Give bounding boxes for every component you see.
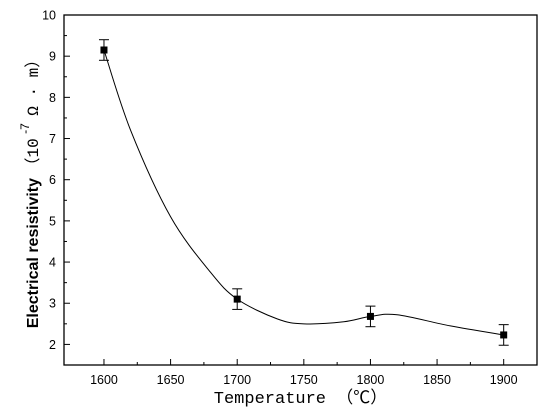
y-axis-ticks: 2 3 4 5 6 7 8 9 10 [42, 9, 70, 366]
data-point-1 [232, 288, 243, 310]
x-tick-label-3: 1750 [290, 373, 318, 387]
marker-3 [500, 331, 508, 339]
x-tick-label-1: 1650 [157, 373, 185, 387]
y-tick-label-4: 6 [49, 173, 56, 187]
data-points [98, 39, 509, 346]
y-tick-label-8: 10 [42, 9, 56, 23]
y-tick-label-6: 8 [49, 91, 56, 105]
plot-frame [63, 14, 538, 366]
svg-text:Electrical resistivity （: Electrical resistivity （10 -7 Ω · m） [16, 52, 43, 329]
data-point-3 [498, 324, 509, 346]
y-tick-label-3: 5 [49, 214, 56, 228]
x-axis-title: Temperature （℃） [214, 388, 387, 409]
y-tick-label-7: 9 [49, 50, 56, 64]
y-tick-label-1: 3 [49, 297, 56, 311]
fit-curve [103, 49, 504, 336]
x-tick-label-2: 1700 [223, 373, 251, 387]
y-tick-label-2: 4 [49, 256, 56, 270]
marker-2 [366, 312, 374, 320]
marker-0 [100, 46, 108, 54]
data-point-2 [365, 305, 376, 328]
x-axis-ticks: 1600 1650 1700 1750 1800 1850 1900 [90, 359, 518, 387]
x-tick-label-6: 1900 [490, 373, 518, 387]
y-tick-label-5: 7 [49, 132, 56, 146]
y-axis-title: Electrical resistivity （10 -7 Ω · m） [16, 52, 43, 329]
x-tick-label-0: 1600 [90, 373, 118, 387]
y-axis-unit-open: （10 [24, 138, 43, 173]
x-tick-label-5: 1850 [423, 373, 451, 387]
y-axis-label: Electrical resistivity [25, 178, 42, 328]
marker-1 [233, 295, 241, 303]
x-tick-label-4: 1800 [357, 373, 385, 387]
y-axis-unit-close: Ω · m） [24, 52, 43, 116]
y-tick-label-0: 2 [49, 338, 56, 352]
data-point-0 [98, 39, 109, 61]
y-axis-unit-exponent: -7 [18, 123, 32, 134]
